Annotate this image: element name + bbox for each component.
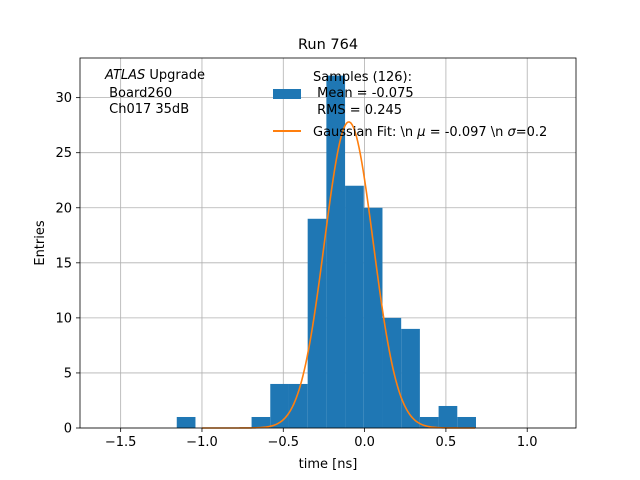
legend-samples-mean: Mean = -0.075 [313, 86, 414, 101]
x-tick-label-5: 1.0 [517, 435, 538, 450]
histogram-bar-1 [251, 416, 271, 428]
y-tick-label-4: 20 [55, 201, 72, 216]
histogram-bar-0 [176, 416, 196, 428]
y-axis-label: Entries [33, 220, 48, 266]
histogram-bar-5 [326, 75, 346, 428]
x-tick-label-3: 0.0 [354, 435, 375, 450]
legend-fit-prefix: Gaussian Fit: \n [313, 125, 417, 140]
histogram-bar-4 [307, 218, 327, 428]
legend: Samples (126): Mean = -0.075 RMS = 0.245… [273, 70, 547, 140]
y-tick-label-2: 10 [55, 311, 72, 326]
annotation-atlas: ATLAS [104, 68, 145, 83]
x-tick-label-1: −1.0 [186, 435, 218, 450]
legend-sigma-value: =0.2 [516, 125, 548, 140]
histogram-bar-3 [288, 383, 308, 428]
legend-mu-value: = -0.097 \n [426, 125, 508, 140]
histogram-bar-12 [457, 416, 476, 428]
legend-mu-symbol: μ [416, 125, 425, 140]
y-tick-label-0: 0 [64, 422, 72, 437]
x-axis-label: time [ns] [299, 457, 358, 472]
histogram-bar-10 [419, 416, 439, 428]
y-tick-label-5: 25 [55, 146, 72, 161]
y-tick-label-6: 30 [55, 91, 72, 106]
legend-fit-label: Gaussian Fit: \n μ = -0.097 \n σ=0.2 [313, 125, 547, 140]
legend-samples-count: Samples (126): [313, 70, 412, 85]
histogram-bar-6 [345, 185, 364, 428]
histogram-bar-2 [270, 383, 289, 428]
svg-text:ATLAS Upgrade: ATLAS Upgrade [104, 68, 205, 83]
x-tick-label-2: −0.5 [267, 435, 299, 450]
histogram-bar-7 [363, 207, 383, 428]
y-tick-label-1: 5 [64, 366, 72, 381]
legend-samples-swatch [273, 89, 301, 99]
legend-samples-rms: RMS = 0.245 [313, 103, 402, 118]
atlas-annotation: ATLAS Upgrade Board260 Ch017 35dB [104, 68, 205, 117]
x-axis-ticks: −1.5 −1.0 −0.5 0.0 0.5 1.0 [105, 428, 538, 450]
histogram-bar-8 [382, 317, 402, 428]
y-axis-ticks: 0 5 10 15 20 25 30 [55, 91, 80, 437]
annotation-upgrade: Upgrade [145, 68, 205, 83]
histogram-bars [176, 75, 476, 428]
y-tick-label-3: 15 [55, 256, 72, 271]
annotation-channel: Ch017 35dB [105, 102, 189, 117]
histogram-bar-11 [438, 405, 458, 428]
x-tick-label-0: −1.5 [105, 435, 137, 450]
annotation-board: Board260 [105, 86, 172, 101]
histogram-bar-9 [401, 328, 420, 428]
plot-frame [79, 57, 577, 429]
legend-sigma-symbol: σ [508, 125, 517, 140]
chart-title: Run 764 [298, 37, 358, 53]
x-tick-label-4: 0.5 [436, 435, 457, 450]
